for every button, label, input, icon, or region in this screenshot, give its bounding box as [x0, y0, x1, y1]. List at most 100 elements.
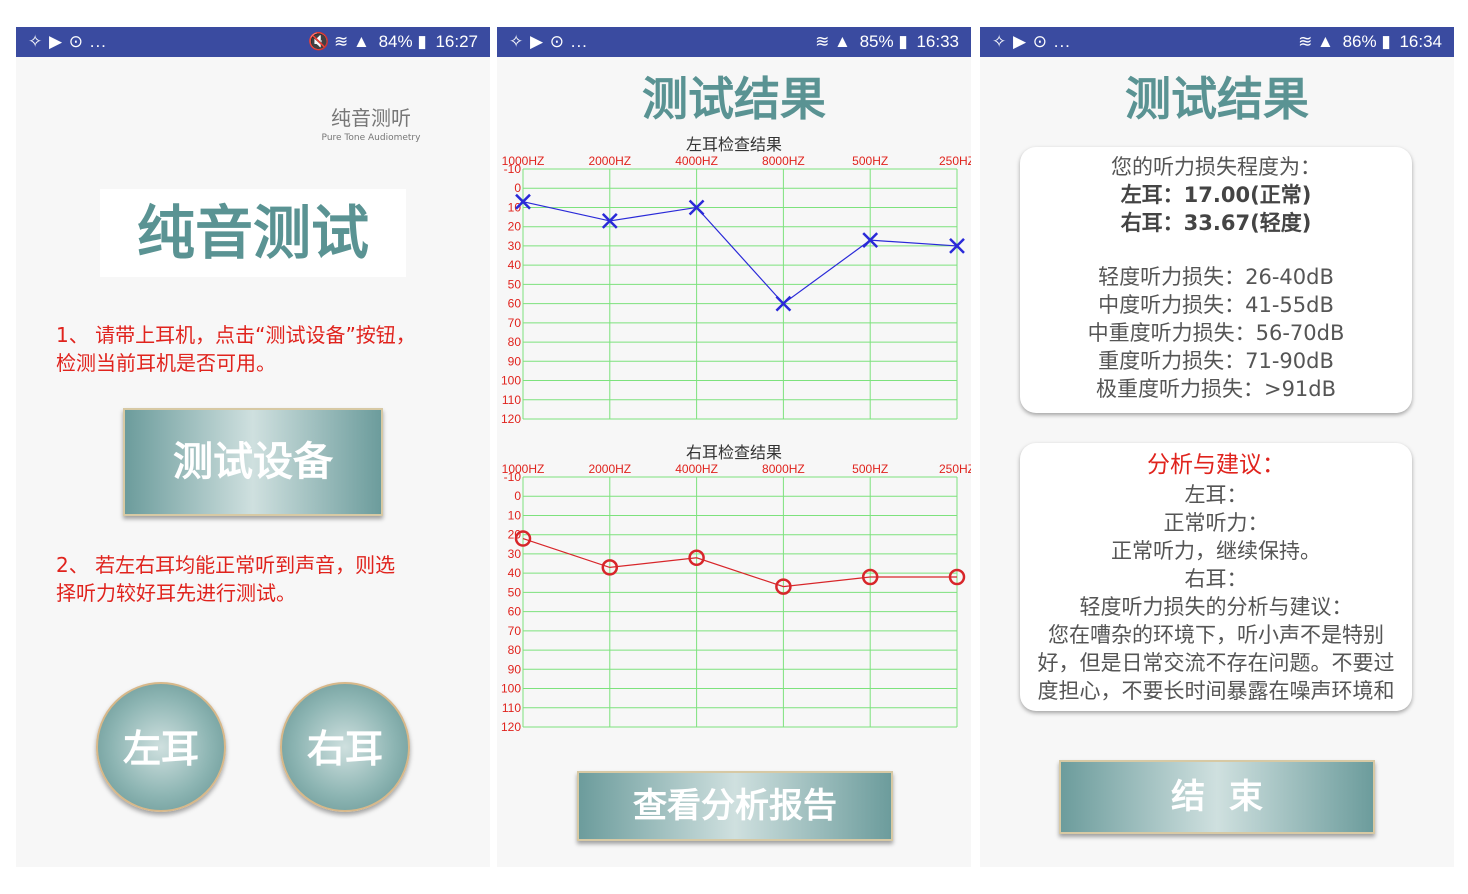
- right-ear-chart-title: 右耳检查结果: [685, 443, 782, 462]
- y-tick-label: 40: [508, 258, 522, 272]
- page-title: 测试结果: [1125, 72, 1309, 126]
- data-point-o-marker: [775, 578, 792, 595]
- data-point-x-marker: [862, 232, 879, 249]
- notification-icons: ✧ ▶ ⊙ ...: [509, 32, 588, 51]
- y-tick-label: 50: [508, 277, 522, 291]
- y-tick-label: 60: [508, 297, 522, 311]
- x-tick-label: 8000HZ: [762, 462, 805, 476]
- x-tick-label: 250HZ: [939, 154, 971, 168]
- x-tick-label: 4000HZ: [675, 462, 718, 476]
- y-tick-label: -10: [504, 162, 522, 176]
- clock: 16:33: [916, 32, 959, 51]
- y-tick-label: 70: [508, 624, 522, 638]
- x-tick-label: 1000HZ: [502, 154, 545, 168]
- screen-test-results-report: ✧ ▶ ⊙ ... ≋ ▲ 86% ▮ 16:34 测试结果 您的听力损失程度为…: [980, 27, 1454, 867]
- hearing-loss-summary-card: 您的听力损失程度为： 左耳：17.00(正常) 右耳：33.67(轻度) 轻度听…: [1020, 147, 1412, 413]
- battery-icon: ▮: [417, 32, 427, 51]
- notification-icons: ✧ ▶ ⊙ ...: [28, 32, 107, 51]
- data-point-x-marker: [949, 238, 965, 254]
- analysis-line: 度担心，不要长时间暴露在噪声环境和: [1037, 679, 1395, 703]
- y-tick-label: 20: [508, 220, 522, 234]
- y-tick-label: 110: [502, 393, 521, 407]
- analysis-line: 您在嘈杂的环境下，听小声不是特别: [1048, 623, 1384, 647]
- y-tick-label: 20: [508, 528, 522, 542]
- left-ear-chart: 左耳检查结果 -10 0 10 20 30 40 50 60 70 80 90 100 110 120 10…: [497, 129, 971, 429]
- clock: 16:34: [1399, 32, 1442, 51]
- x-tick-label: 500HZ: [852, 154, 888, 168]
- right-ear-result: 右耳：33.67(轻度): [1120, 211, 1312, 235]
- level-profound: 极重度听力损失：>91dB: [1095, 377, 1337, 401]
- level-severe: 重度听力损失：71-90dB: [1098, 349, 1334, 373]
- data-point-o-marker: [948, 568, 966, 586]
- logo: 纯音测听 Pure Tone Audiometry: [316, 102, 426, 143]
- y-tick-label: 40: [508, 566, 522, 580]
- battery-level: 85%: [859, 32, 894, 51]
- analysis-line: 右耳：: [1184, 567, 1248, 591]
- y-tick-label: 90: [508, 662, 522, 676]
- battery-level: 86%: [1342, 32, 1377, 51]
- screen-test-results-charts: ✧ ▶ ⊙ ... ≋ ▲ 85% ▮ 16:33 测试结果 左耳检查结果 -1…: [497, 27, 971, 867]
- y-tick-label: 90: [508, 354, 522, 368]
- y-tick-label: 80: [508, 335, 522, 349]
- battery-icon: ▮: [898, 32, 908, 51]
- y-tick-label: 50: [508, 585, 522, 599]
- status-bar: ✧ ▶ ⊙ ... ≋ ▲ 86% ▮ 16:34: [980, 27, 1454, 57]
- analysis-line: 正常听力：: [1163, 511, 1269, 535]
- right-ear-button[interactable]: 右耳: [280, 682, 410, 812]
- view-report-button[interactable]: 查看分析报告: [577, 771, 893, 841]
- end-button[interactable]: 结 束: [1059, 760, 1375, 834]
- page-title: 纯音测试: [100, 189, 406, 277]
- signal-icons: ≋ ▲: [815, 32, 851, 51]
- status-bar: ✧ ▶ ⊙ ... ≋ ▲ 85% ▮ 16:33: [497, 27, 971, 57]
- level-moderate: 中度听力损失：41-55dB: [1098, 293, 1334, 317]
- instruction-step-1: 1、 请带上耳机，点击“测试设备”按钮， 检测当前耳机是否可用。: [56, 323, 416, 375]
- logo-en: Pure Tone Audiometry: [321, 133, 421, 143]
- x-tick-label: 2000HZ: [588, 462, 631, 476]
- notification-icons: ✧ ▶ ⊙ ...: [992, 32, 1071, 51]
- data-point-o-marker: [514, 530, 532, 547]
- x-tick-label: 8000HZ: [762, 154, 805, 168]
- instruction-step-2: 2、 若左右耳均能正常听到声音，则选 择听力较好耳先进行测试。: [56, 553, 396, 605]
- level-moderately-severe: 中重度听力损失：56-70dB: [1087, 321, 1345, 345]
- x-tick-label: 250HZ: [939, 462, 971, 476]
- data-point-o-marker: [688, 549, 705, 567]
- y-tick-label: 120: [501, 720, 521, 734]
- data-point-o-marker: [601, 559, 619, 576]
- analysis-card[interactable]: 分析与建议： 左耳： 正常听力： 正常听力，继续保持。 右耳： 轻度听力损失的分…: [1020, 443, 1412, 711]
- level-mild: 轻度听力损失：26-40dB: [1098, 265, 1334, 289]
- y-tick-label: -10: [504, 470, 522, 484]
- y-tick-label: 30: [508, 547, 522, 561]
- data-point-x-marker: [601, 213, 618, 229]
- status-bar: ✧ ▶ ⊙ ... 🔇 ≋ ▲ 84% ▮ 16:27: [16, 27, 490, 57]
- y-tick-label: 60: [508, 605, 522, 619]
- x-tick-label: 1000HZ: [502, 462, 545, 476]
- data-point-x-marker: [515, 193, 531, 210]
- y-tick-label: 80: [508, 643, 522, 657]
- analysis-line: 轻度听力损失的分析与建议：: [1079, 595, 1353, 619]
- left-ear-button[interactable]: 左耳: [96, 682, 226, 812]
- y-tick-label: 110: [502, 701, 521, 715]
- summary-heading: 您的听力损失程度为：: [1111, 155, 1321, 179]
- analysis-line: 正常听力，继续保持。: [1111, 539, 1321, 563]
- series-line: [522, 537, 957, 588]
- data-point-x-marker: [775, 295, 792, 312]
- test-device-button[interactable]: 测试设备: [123, 408, 383, 516]
- y-tick-label: 100: [501, 374, 521, 388]
- left-ear-chart-svg: -10 0 10 20 30 40 50 60 70 80 90 100 110 120 1000HZ 200…: [501, 154, 971, 426]
- analysis-line: 好，但是日常交流不存在问题。不要过: [1037, 651, 1395, 675]
- signal-icons: 🔇 ≋ ▲: [308, 32, 370, 51]
- y-tick-label: 100: [501, 682, 521, 696]
- clock: 16:27: [435, 32, 478, 51]
- y-tick-label: 10: [508, 200, 522, 214]
- x-tick-label: 500HZ: [852, 462, 888, 476]
- y-tick-label: 10: [508, 508, 522, 522]
- battery-level: 84%: [378, 32, 413, 51]
- data-point-x-marker: [688, 199, 705, 216]
- x-tick-label: 4000HZ: [675, 154, 718, 168]
- y-tick-label: 0: [514, 181, 521, 195]
- status-right: ≋ ▲ 85% ▮ 16:33: [815, 32, 959, 52]
- right-ear-chart: 右耳检查结果 -10 0 10 20 30 40 50 60 70 80 90 100 110 120 10…: [497, 437, 971, 737]
- series-line: [522, 201, 958, 305]
- signal-icons: ≋ ▲: [1298, 32, 1334, 51]
- left-ear-result: 左耳：17.00(正常): [1120, 183, 1312, 207]
